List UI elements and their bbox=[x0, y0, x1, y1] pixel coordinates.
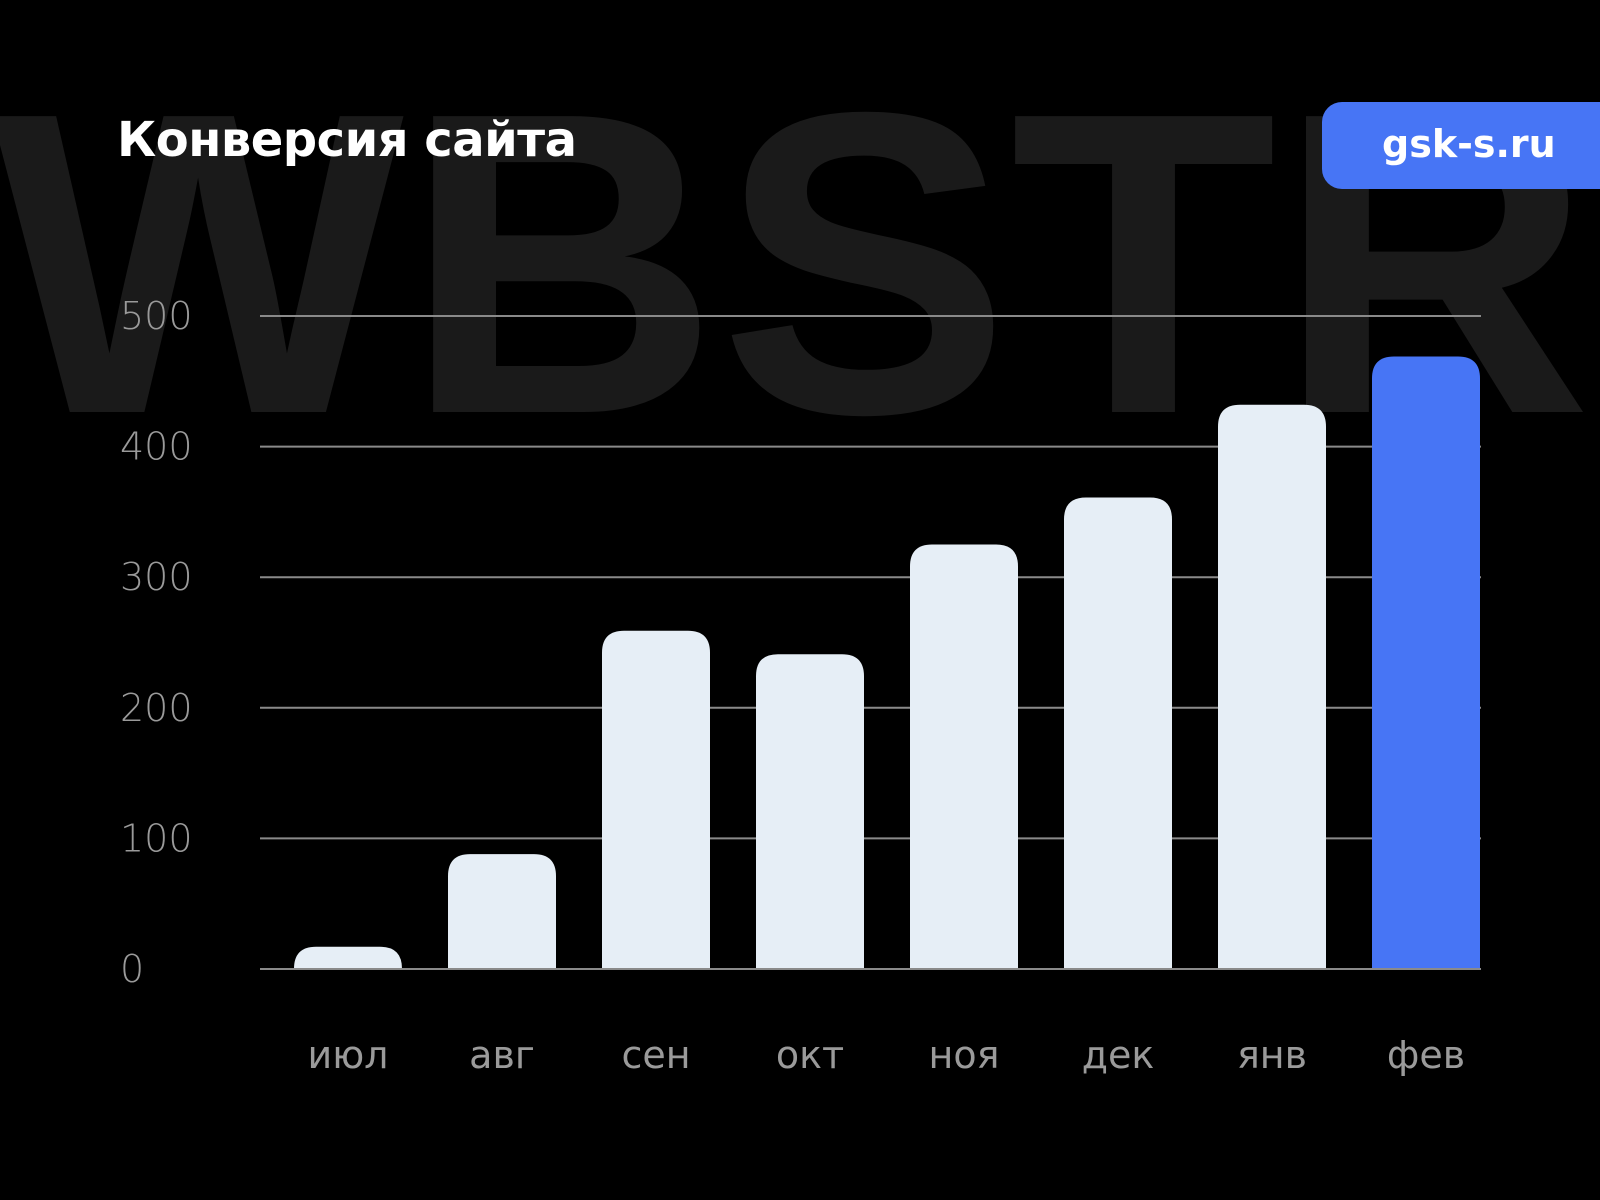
x-tick-label: дек bbox=[1082, 1033, 1155, 1077]
bar-0 bbox=[294, 946, 402, 969]
bar-3 bbox=[756, 654, 864, 969]
x-tick-label: июл bbox=[308, 1033, 389, 1077]
bar-4 bbox=[910, 544, 1018, 969]
y-tick-label: 300 bbox=[120, 555, 193, 599]
bar-2 bbox=[602, 630, 710, 969]
bar-5 bbox=[1064, 497, 1172, 969]
bar-7 bbox=[1372, 356, 1480, 970]
chart-title: Конверсия сайта bbox=[117, 112, 577, 168]
x-tick-label: янв bbox=[1237, 1033, 1307, 1077]
site-badge-label: gsk-s.ru bbox=[1382, 122, 1556, 166]
x-tick-label: авг bbox=[469, 1033, 535, 1077]
y-tick-label: 400 bbox=[120, 425, 193, 469]
x-tick-label: ноя bbox=[929, 1033, 1000, 1077]
y-tick-label: 0 bbox=[120, 947, 144, 991]
x-tick-label: сен bbox=[621, 1033, 690, 1077]
site-badge[interactable]: gsk-s.ru bbox=[1322, 102, 1600, 189]
bar-1 bbox=[448, 854, 556, 969]
y-tick-label: 500 bbox=[120, 294, 193, 338]
watermark-text: WBSTR bbox=[0, 24, 1592, 504]
bar-6 bbox=[1218, 404, 1326, 970]
x-tick-label: окт bbox=[776, 1033, 844, 1077]
x-tick-label: фев bbox=[1387, 1033, 1465, 1077]
y-tick-label: 100 bbox=[120, 816, 193, 860]
y-tick-label: 200 bbox=[120, 686, 193, 730]
